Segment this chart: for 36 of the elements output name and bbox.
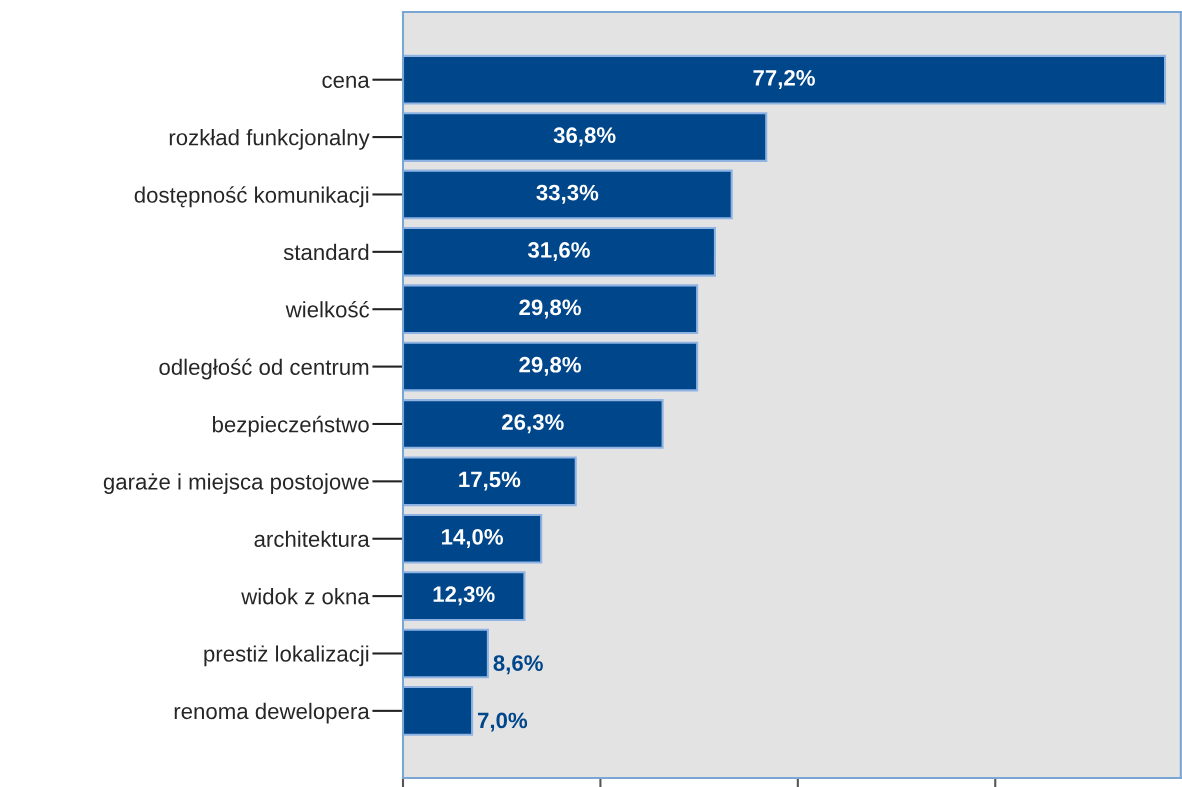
data-label: 29,8% — [519, 356, 581, 376]
data-label: 36,8% — [553, 127, 616, 147]
bar — [403, 399, 664, 449]
y-tick-label: architektura — [254, 530, 370, 547]
bar — [403, 54, 1167, 105]
y-tick-label: prestiż lokalizacji — [204, 645, 369, 667]
y-tick-label: standard — [283, 243, 369, 261]
bar — [403, 571, 526, 621]
data-label: 26,3% — [502, 414, 564, 434]
data-label: 14,0% — [441, 528, 504, 548]
y-tick-label: cena — [322, 75, 370, 88]
data-label: 12,3% — [433, 586, 495, 606]
bar — [403, 686, 474, 736]
data-label: 17,5% — [459, 471, 521, 491]
bar — [403, 226, 716, 277]
bar — [403, 628, 489, 679]
bar — [403, 456, 577, 507]
data-label: 8,6% — [493, 655, 543, 675]
bar — [403, 513, 543, 564]
data-label: 33,3% — [536, 184, 599, 204]
y-tick-label: wielkość — [285, 300, 370, 318]
data-label: 7,0% — [477, 712, 528, 732]
y-tick-label: garaże i miejsca postojowe — [103, 473, 369, 495]
data-label: 31,6% — [527, 242, 590, 262]
y-tick-label: odległość od centrum — [159, 358, 369, 380]
y-tick-label: dostępność komunikacji — [134, 186, 369, 208]
y-tick-label: bezpieczeństwo — [212, 415, 369, 437]
bar — [403, 112, 768, 162]
bar — [403, 169, 733, 220]
data-label: 29,8% — [519, 299, 581, 319]
bar — [403, 284, 699, 335]
y-tick-label: widok z okna — [241, 588, 370, 605]
y-tick-label: renoma dewelopera — [174, 702, 370, 724]
y-tick-label: rozkład funkcjonalny — [169, 129, 370, 150]
bar — [403, 341, 699, 392]
data-label: 77,2% — [753, 69, 815, 89]
